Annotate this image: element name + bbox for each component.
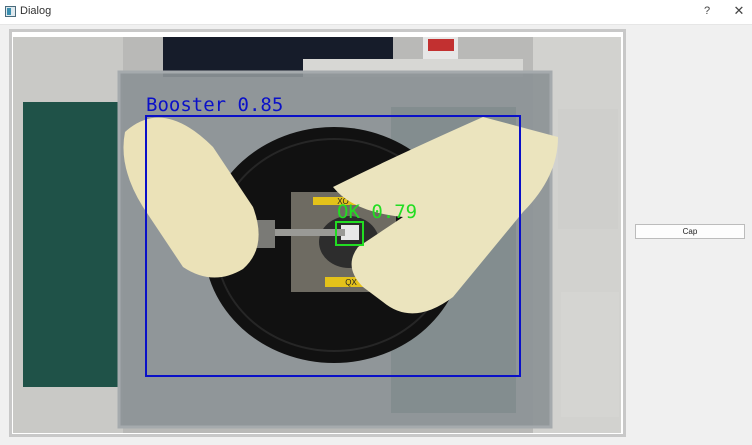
detection-box-ok: [335, 221, 364, 246]
camera-view: XO QX Booster 0.85 OK 0.79: [13, 37, 621, 433]
cap-button[interactable]: Cap: [635, 224, 745, 239]
app-icon: [5, 6, 16, 17]
right-shelf-top: [558, 109, 618, 229]
fixture-bottom-label: QX: [345, 278, 357, 287]
detection-label-ok: OK 0.79: [337, 201, 418, 223]
fixture-bottom-tag: [325, 277, 377, 287]
fixture-top-tag: [313, 197, 373, 205]
left-glove: [123, 117, 259, 278]
tool-shaft: [275, 229, 345, 236]
fixture-top-label: XO: [337, 197, 349, 206]
right-glove: [333, 117, 558, 314]
camera-scene: XO QX: [13, 37, 621, 433]
metal-plate-edge: [117, 70, 553, 429]
close-button[interactable]: ✕: [733, 3, 745, 18]
red-marker: [428, 39, 454, 51]
detection-box-booster: [145, 115, 521, 377]
help-button[interactable]: ?: [703, 5, 711, 17]
right-shelf-bottom: [561, 292, 619, 417]
window-title: Dialog: [20, 5, 52, 17]
left-green-mat: [23, 102, 118, 387]
detection-label-booster: Booster 0.85: [146, 94, 284, 116]
title-bar: Dialog ? ✕: [0, 0, 752, 25]
cap-part: [341, 225, 359, 240]
